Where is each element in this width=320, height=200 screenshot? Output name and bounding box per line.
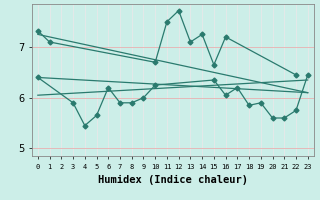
X-axis label: Humidex (Indice chaleur): Humidex (Indice chaleur) — [98, 175, 248, 185]
